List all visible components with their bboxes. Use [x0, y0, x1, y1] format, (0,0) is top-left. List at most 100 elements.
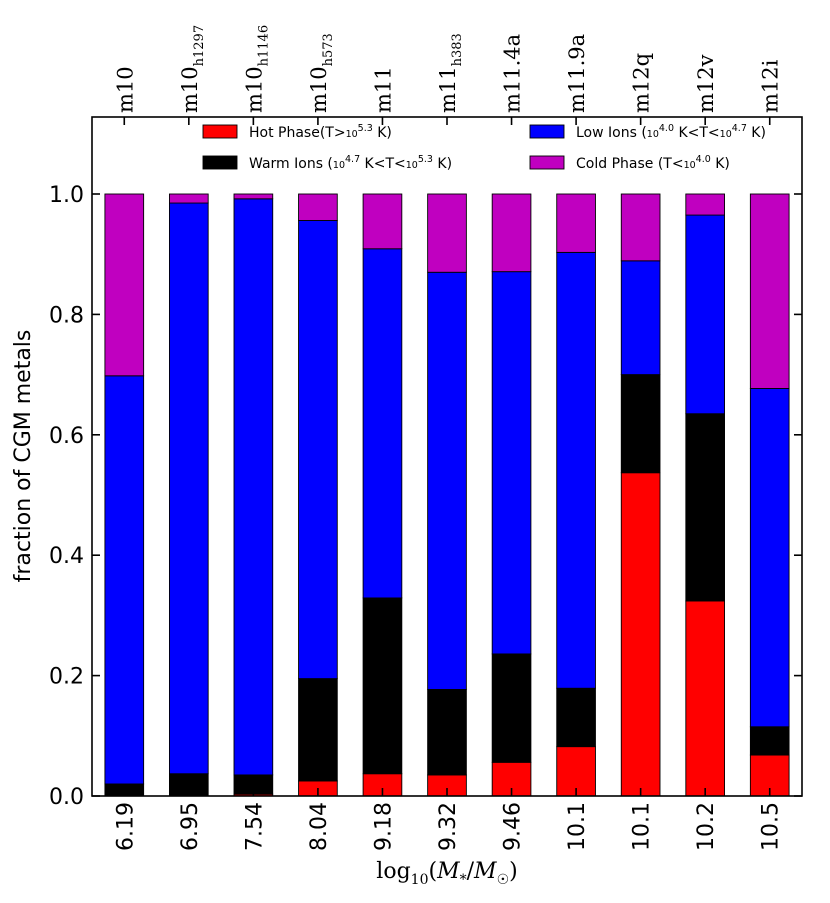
bar-cold-8 — [620, 193, 661, 262]
top-label-name: m11 — [436, 66, 460, 113]
legend-swatch-low — [529, 124, 565, 139]
x-tick-label-9: 10.2 — [694, 802, 719, 851]
bar-hot-7 — [556, 746, 596, 797]
legend-swatch-cold — [529, 155, 565, 170]
bar-hot-9 — [685, 600, 726, 797]
top-label-8: m12q — [630, 53, 654, 113]
top-label-name: m11.9a — [565, 34, 589, 113]
bar-low-4 — [362, 248, 403, 599]
top-label-subscript: h1146 — [256, 25, 271, 66]
legend-swatch-warm — [202, 155, 238, 170]
y-tick-label-1: 0.2 — [49, 665, 84, 690]
y-tick-label-0: 0.0 — [49, 785, 84, 810]
x-tick-label-8: 10.1 — [630, 802, 655, 851]
bar-warm-3 — [298, 678, 338, 782]
top-label-1: m10h1297 — [178, 25, 207, 113]
y-tick-label-3: 0.6 — [49, 424, 84, 449]
legend-text-base: 10 — [684, 160, 696, 171]
top-label-10: m12i — [759, 59, 783, 113]
legend-label-cold: Cold Phase (T<104.0 K) — [576, 154, 730, 172]
bar-cold-5 — [427, 193, 467, 273]
legend-text-exponent2: 5.3 — [418, 154, 433, 165]
bar-warm-4 — [362, 597, 403, 775]
y-tick-label-4: 0.8 — [49, 303, 84, 328]
bar-warm-10 — [749, 726, 790, 756]
legend-text-e: K) — [433, 156, 452, 172]
bar-cold-2 — [233, 193, 274, 200]
legend-text-base: 10 — [647, 129, 659, 140]
top-label-9: m12v — [694, 54, 718, 113]
top-label-7: m11.9a — [565, 34, 589, 113]
legend-text-a: Cold Phase (T< — [576, 156, 684, 172]
y-tick-label-5: 1.0 — [49, 183, 84, 208]
bar-cold-4 — [362, 193, 403, 250]
legend-text-a: Hot Phase(T> — [249, 125, 346, 141]
x-tick-label-2: 7.54 — [242, 802, 267, 851]
bar-cold-6 — [491, 193, 532, 273]
legend-text-c: K<T< — [674, 125, 720, 141]
bar-warm-9 — [685, 413, 726, 602]
legend-text-a: Warm Ions ( — [249, 156, 333, 172]
bars-group — [104, 193, 790, 797]
bar-warm-7 — [556, 687, 596, 748]
bar-low-8 — [620, 260, 661, 376]
y-axis-title: fraction of CGM metals — [11, 330, 36, 583]
legend: Hot Phase(T>105.3 K) Low Ions (104.0 K<T<… — [202, 123, 766, 172]
x-tick-label-0: 6.19 — [113, 802, 138, 851]
top-label-5: m11h383 — [436, 33, 465, 113]
legend-text-c: K<T< — [360, 156, 406, 172]
legend-text-a: Low Ions ( — [576, 125, 647, 141]
x-tick-label-3: 8.04 — [307, 802, 332, 851]
top-label-name: m10 — [178, 66, 202, 113]
legend-swatch-hot — [202, 124, 238, 139]
legend-text-exponent: 5.3 — [358, 123, 373, 134]
bar-hot-8 — [620, 472, 661, 797]
legend-label-warm: Warm Ions (104.7 K<T<105.3 K) — [249, 154, 452, 172]
x-axis: 6.19 6.95 7.54 8.04 9.18 9.32 9.46 10.1 10.1 10.2… — [113, 788, 784, 851]
y-axis: 0.0 0.2 0.4 0.6 0.8 1.0 — [49, 183, 802, 810]
legend-text-c: K) — [373, 125, 392, 141]
bar-warm-8 — [620, 374, 661, 474]
top-label-name: m10 — [307, 66, 331, 113]
legend-text-base: 10 — [346, 129, 358, 140]
bar-low-5 — [427, 271, 467, 690]
x-tick-label-5: 9.32 — [436, 802, 461, 851]
legend-text-e: K) — [747, 125, 766, 141]
bar-cold-10 — [749, 193, 790, 389]
legend-text-base: 10 — [333, 160, 345, 171]
bar-cold-3 — [298, 193, 338, 221]
bar-low-7 — [556, 251, 596, 689]
top-label-subscript: h383 — [450, 33, 465, 66]
legend-text-base2: 10 — [720, 129, 732, 140]
legend-text-exponent: 4.0 — [696, 154, 711, 165]
bar-cold-0 — [104, 193, 145, 377]
top-label-name: m10 — [113, 66, 137, 113]
y-tick-label-2: 0.4 — [49, 544, 84, 569]
x-tick-label-10: 10.5 — [759, 802, 784, 851]
x-tick-label-7: 10.1 — [565, 802, 590, 851]
top-label-subscript: h573 — [321, 33, 336, 66]
legend-text-exponent2: 4.7 — [732, 123, 747, 134]
top-label-name: m11 — [372, 66, 396, 113]
bar-warm-5 — [427, 689, 467, 776]
x-axis-title: log10(M*/M☉) — [376, 859, 517, 888]
top-label-0: m10 — [113, 66, 137, 113]
bar-low-0 — [104, 375, 145, 785]
bar-low-1 — [168, 202, 209, 775]
top-label-name: m12q — [630, 53, 654, 113]
legend-label-low: Low Ions (104.0 K<T<104.7 K) — [576, 123, 766, 141]
top-label-name: m11.4a — [501, 34, 525, 113]
bar-low-10 — [749, 388, 790, 728]
bar-low-6 — [491, 271, 532, 655]
legend-text-exponent: 4.7 — [345, 154, 360, 165]
top-label-2: m10h1146 — [242, 25, 271, 113]
top-label-3: m10h573 — [307, 33, 336, 113]
legend-text-exponent: 4.0 — [659, 123, 674, 134]
bar-low-3 — [298, 220, 338, 680]
bar-cold-7 — [556, 193, 596, 253]
top-label-subscript: h1297 — [192, 25, 207, 66]
x-tick-label-4: 9.18 — [372, 802, 397, 851]
x-tick-label-1: 6.95 — [178, 802, 203, 851]
